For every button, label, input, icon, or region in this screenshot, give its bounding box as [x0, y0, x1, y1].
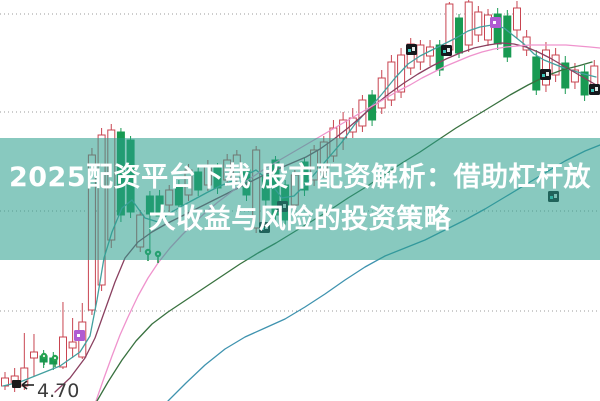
- signal-marker-glyph: [408, 49, 411, 52]
- signal-marker-glyph: [546, 72, 549, 76]
- signal-marker-icon: [406, 44, 417, 55]
- candle-body: [377, 77, 386, 109]
- candle-body: [397, 54, 406, 93]
- plant-marker-glyph: [53, 356, 57, 360]
- plant-marker-glyph: [42, 354, 46, 358]
- candle-body: [435, 44, 444, 71]
- candle-body: [580, 71, 589, 96]
- signal-marker-glyph: [447, 48, 450, 52]
- signal-marker-icon: [540, 69, 551, 80]
- candle-body: [464, 1, 473, 46]
- candle-body: [542, 49, 550, 86]
- signal-marker-glyph: [443, 50, 446, 53]
- signal-marker-icon: [441, 45, 452, 56]
- banner-title-line1: 2025配资平台下载 股市配资解析：借助杠杆放: [8, 162, 592, 193]
- signal-marker-glyph: [493, 21, 496, 24]
- signal-marker-icon: [589, 84, 600, 95]
- candle-body: [570, 69, 579, 83]
- candle-body: [30, 351, 38, 359]
- signal-marker-glyph: [77, 334, 80, 337]
- title-banner-overlay: 2025配资平台下载 股市配资解析：借助杠杆放 大收益与风险的投资策略: [0, 138, 600, 260]
- price-annotation: 4.70: [37, 380, 79, 401]
- banner-title-line2: 大收益与风险的投资策略: [148, 204, 452, 235]
- signal-marker-glyph: [412, 47, 415, 51]
- candle-body: [387, 61, 396, 101]
- candle-body: [416, 44, 425, 63]
- left-arrow-icon: [21, 384, 28, 390]
- candle-body: [68, 341, 77, 349]
- candle-body: [474, 11, 483, 36]
- left-arrow-icon: [21, 380, 28, 386]
- candle-body: [561, 62, 570, 89]
- candle-body: [532, 56, 541, 91]
- candle-body: [513, 7, 521, 31]
- signal-marker-glyph: [595, 87, 598, 91]
- signal-marker-glyph: [591, 89, 594, 92]
- left-arrow-icon: [12, 380, 21, 388]
- candle-body: [503, 15, 512, 58]
- signal-marker-glyph: [542, 74, 545, 77]
- candle-body: [59, 336, 67, 368]
